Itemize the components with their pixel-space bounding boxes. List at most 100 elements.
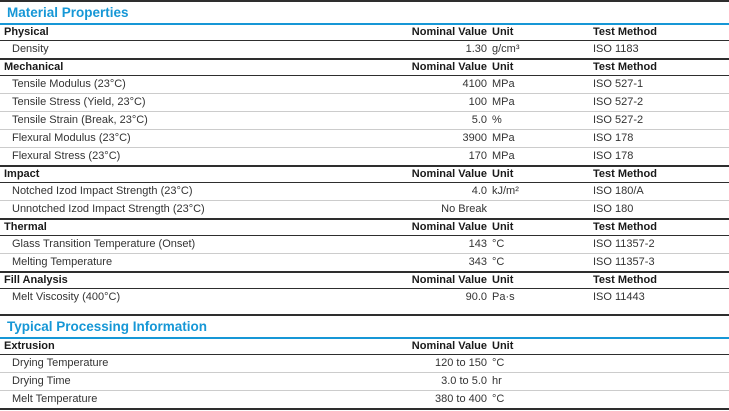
nominal-value-cell: 343: [468, 256, 487, 268]
unit-cell: MPa: [492, 78, 515, 90]
test-method-cell: [588, 360, 729, 366]
section-name: Thermal: [4, 221, 47, 233]
test-method-header: Test Method: [593, 61, 657, 73]
test-method-cell: ISO 180: [593, 203, 634, 215]
unit-cell: MPa: [492, 96, 515, 108]
test-method-header: [588, 345, 729, 349]
unit-cell: hr: [492, 375, 502, 387]
nominal-value-cell: 4.0: [471, 185, 487, 197]
unit-header: Unit: [492, 26, 514, 38]
nominal-value-cell: 170: [468, 150, 487, 162]
unit-cell: MPa: [492, 150, 515, 162]
property-cell: Unnotched Izod Impact Strength (23°C): [12, 203, 205, 215]
property-cell: Drying Time: [12, 375, 71, 387]
property-cell: Melt Temperature: [12, 393, 98, 405]
test-method-cell: ISO 527-2: [593, 114, 644, 126]
property-cell: Flexural Stress (23°C): [12, 150, 121, 162]
table-title: Typical Processing Information: [0, 316, 729, 339]
unit-cell: °C: [492, 357, 505, 369]
nominal-value-cell: 3900: [462, 132, 487, 144]
section-name: Extrusion: [4, 340, 55, 352]
table-body: Extrusion Nominal Value Unit Drying Temp…: [0, 339, 729, 408]
test-method-header: Test Method: [593, 168, 657, 180]
property-cell: Drying Temperature: [12, 357, 109, 369]
test-method-cell: ISO 180/A: [593, 185, 644, 197]
test-method-cell: [588, 378, 729, 384]
property-cell: Glass Transition Temperature (Onset): [12, 238, 196, 250]
table-body: Physical Nominal Value Unit Test Method …: [0, 25, 729, 306]
test-method-cell: ISO 1183: [593, 43, 639, 55]
group-thermal: Thermal Nominal Value Unit Test Method G…: [0, 218, 729, 271]
nominal-value-cell: 1.30: [465, 43, 487, 55]
unit-header: Unit: [492, 168, 514, 180]
table-title: Material Properties: [0, 2, 729, 25]
nominal-value-cell: 143: [468, 238, 487, 250]
section-material-properties: Material Properties Physical Nominal Val…: [0, 0, 729, 306]
group-physical: Physical Nominal Value Unit Test Method …: [0, 25, 729, 58]
property-cell: Density: [12, 43, 49, 55]
nominal-value-cell: 5.0: [471, 114, 487, 126]
nominal-value-cell: 120 to 150: [435, 357, 487, 369]
table-row: Tensile Stress (Yield, 23°C) 100 MPa ISO…: [0, 94, 729, 112]
property-cell: Tensile Strain (Break, 23°C): [12, 114, 148, 126]
section-name: Physical: [4, 26, 49, 38]
unit-cell: °C: [492, 256, 505, 268]
test-method-cell: ISO 178: [593, 150, 634, 162]
table-row: Glass Transition Temperature (Onset) 143…: [0, 236, 729, 254]
test-method-header: Test Method: [593, 26, 657, 38]
unit-cell: g/cm³: [492, 43, 520, 55]
unit-cell: Pa·s: [492, 291, 515, 303]
test-method-header: Test Method: [593, 274, 657, 286]
section-header-row: Fill Analysis Nominal Value Unit Test Me…: [0, 271, 729, 289]
section-name: Fill Analysis: [4, 274, 68, 286]
unit-cell: °C: [492, 238, 505, 250]
table-row: Density 1.30 g/cm³ ISO 1183: [0, 41, 729, 58]
test-method-cell: [588, 396, 729, 402]
table-row: Tensile Strain (Break, 23°C) 5.0 % ISO 5…: [0, 112, 729, 130]
nominal-value-header: Nominal Value: [411, 26, 487, 38]
nominal-value-cell: 90.0: [465, 291, 487, 303]
table-row: Melt Temperature 380 to 400 °C: [0, 391, 729, 408]
property-cell: Melting Temperature: [12, 256, 113, 268]
table-row: Flexural Stress (23°C) 170 MPa ISO 178: [0, 148, 729, 165]
unit-header: Unit: [492, 61, 514, 73]
table-row: Tensile Modulus (23°C) 4100 MPa ISO 527-…: [0, 76, 729, 94]
nominal-value-cell: 3.0 to 5.0: [441, 375, 487, 387]
section-header-row: Thermal Nominal Value Unit Test Method: [0, 218, 729, 236]
group-fill-analysis: Fill Analysis Nominal Value Unit Test Me…: [0, 271, 729, 306]
unit-header: Unit: [492, 221, 514, 233]
table-row: Melt Viscosity (400°C) 90.0 Pa·s ISO 114…: [0, 289, 729, 306]
nominal-value-header: Nominal Value: [411, 168, 487, 180]
nominal-value-cell: 380 to 400: [435, 393, 487, 405]
test-method-cell: ISO 11357-3: [593, 256, 655, 268]
property-cell: Tensile Stress (Yield, 23°C): [12, 96, 146, 108]
nominal-value-header: Nominal Value: [411, 221, 487, 233]
section-header-row: Extrusion Nominal Value Unit: [0, 339, 729, 355]
test-method-cell: ISO 527-1: [593, 78, 644, 90]
table-row: Drying Time 3.0 to 5.0 hr: [0, 373, 729, 391]
unit-cell: kJ/m²: [492, 185, 519, 197]
property-cell: Melt Viscosity (400°C): [12, 291, 121, 303]
group-extrusion: Extrusion Nominal Value Unit Drying Temp…: [0, 339, 729, 408]
nominal-value-header: Nominal Value: [411, 61, 487, 73]
table-row: Drying Temperature 120 to 150 °C: [0, 355, 729, 373]
test-method-cell: ISO 11443: [593, 291, 645, 303]
table-row: Melting Temperature 343 °C ISO 11357-3: [0, 254, 729, 271]
property-cell: Notched Izod Impact Strength (23°C): [12, 185, 193, 197]
property-cell: Tensile Modulus (23°C): [12, 78, 126, 90]
section-typical-processing-information: Typical Processing Information Extrusion…: [0, 314, 729, 410]
unit-cell: MPa: [492, 132, 515, 144]
table-row: Flexural Modulus (23°C) 3900 MPa ISO 178: [0, 130, 729, 148]
nominal-value-header: Nominal Value: [411, 274, 487, 286]
nominal-value-cell: 100: [468, 96, 487, 108]
nominal-value-cell: 4100: [462, 78, 487, 90]
property-cell: Flexural Modulus (23°C): [12, 132, 131, 144]
unit-header: Unit: [492, 274, 514, 286]
unit-header: Unit: [492, 340, 514, 352]
test-method-cell: ISO 178: [593, 132, 634, 144]
nominal-value-cell: No Break: [441, 203, 487, 215]
unit-cell: °C: [492, 393, 505, 405]
section-header-row: Impact Nominal Value Unit Test Method: [0, 165, 729, 183]
nominal-value-header: Nominal Value: [411, 340, 487, 352]
